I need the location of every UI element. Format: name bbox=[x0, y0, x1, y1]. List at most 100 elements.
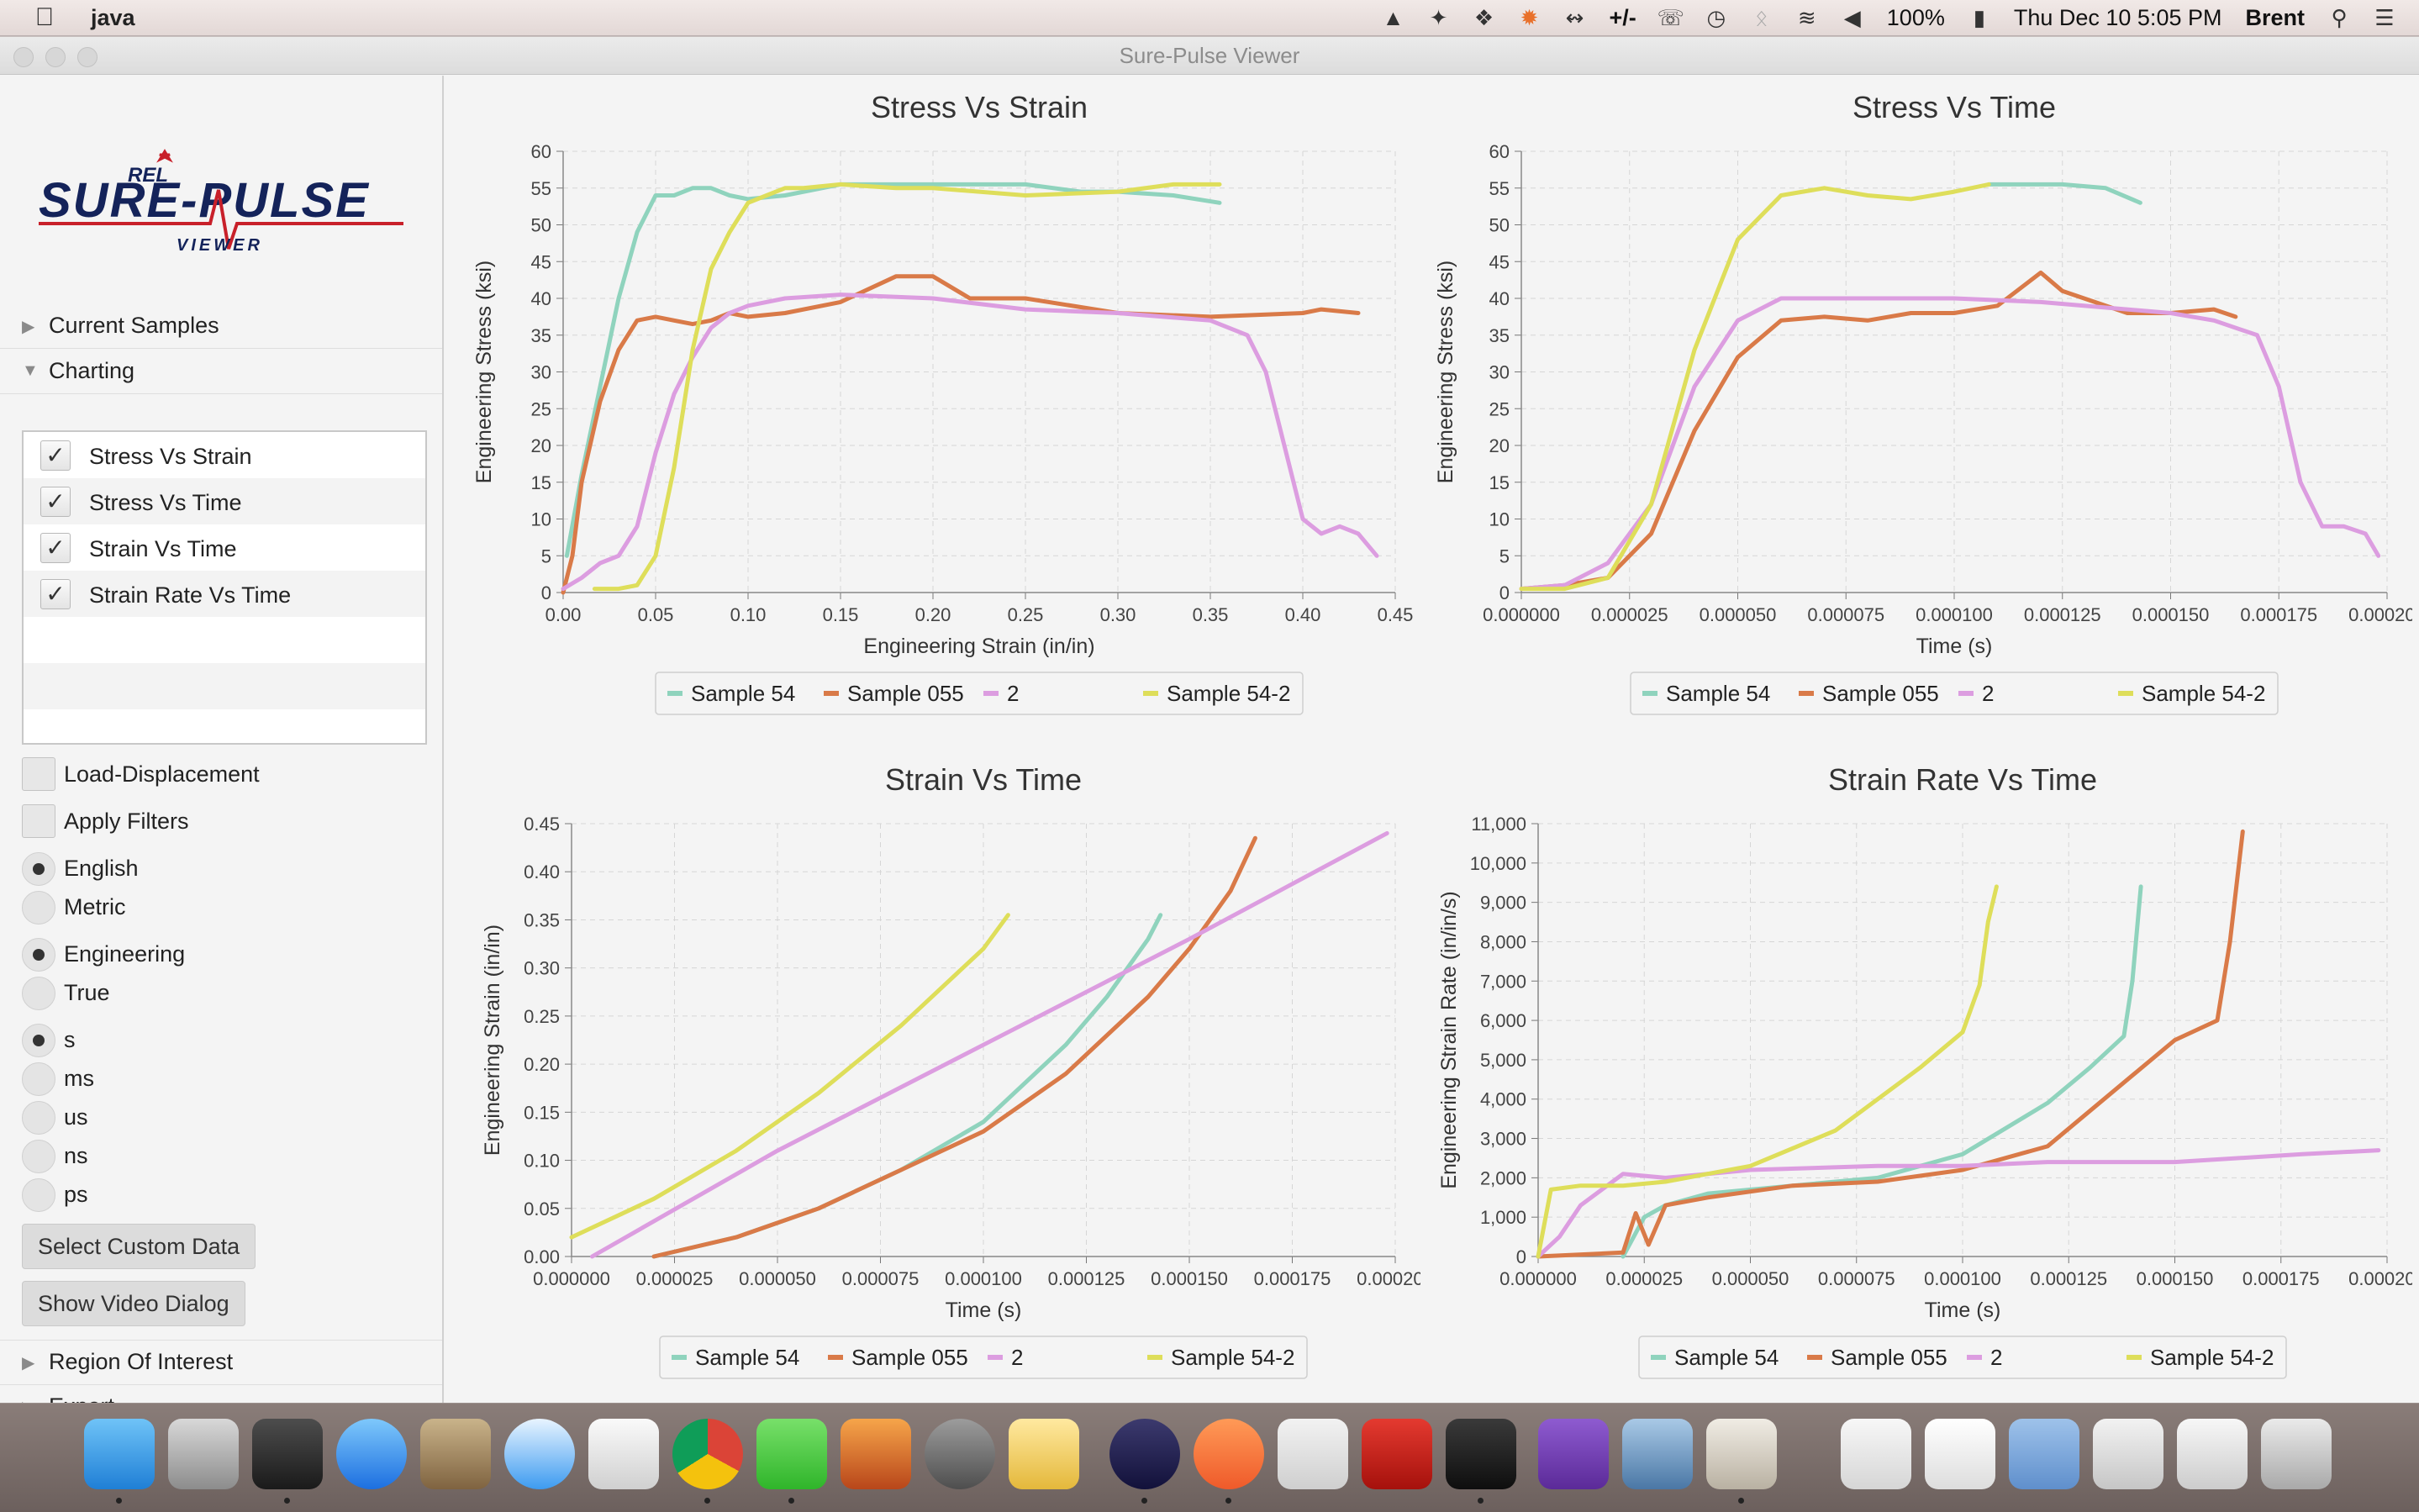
radio-label: us bbox=[64, 1104, 88, 1130]
x-tick-label: 0.45 bbox=[1378, 604, 1414, 625]
paperclip-icon[interactable]: ↭ bbox=[1565, 5, 1584, 30]
eclipse-icon[interactable] bbox=[1109, 1419, 1180, 1489]
select-custom-data-button[interactable]: Select Custom Data bbox=[22, 1224, 256, 1269]
photos-icon[interactable] bbox=[1622, 1419, 1693, 1489]
x-axis-label: Engineering Strain (in/in) bbox=[863, 635, 1094, 658]
radio-unselected[interactable] bbox=[22, 1140, 55, 1173]
y-axis-label: Engineering Stress (ksi) bbox=[1434, 261, 1457, 483]
section-current-samples[interactable]: ▶ Current Samples bbox=[0, 304, 442, 349]
acrobat-icon[interactable] bbox=[1362, 1419, 1432, 1489]
x-tick-label: 0.000075 bbox=[1818, 1268, 1895, 1289]
series-line-sample-54-2 bbox=[592, 182, 1222, 592]
pinwheel-icon[interactable]: ✹ bbox=[1520, 5, 1539, 30]
list-icon[interactable]: ☰ bbox=[2374, 5, 2395, 30]
checkbox-box[interactable] bbox=[22, 757, 55, 791]
chart-item-stress-time[interactable]: ✓ Stress Vs Time bbox=[24, 478, 425, 524]
y-tick-label: 9,000 bbox=[1480, 893, 1526, 914]
window-thumbnail-icon[interactable] bbox=[2093, 1419, 2163, 1489]
document-icon[interactable] bbox=[1841, 1419, 1911, 1489]
empty-row bbox=[24, 663, 425, 709]
wifi-icon[interactable]: ≋ bbox=[1797, 5, 1816, 30]
launchpad-icon[interactable] bbox=[168, 1419, 239, 1489]
checkbox-checked[interactable]: ✓ bbox=[40, 579, 71, 609]
chart-title: Strain Rate Vs Time bbox=[1828, 762, 2097, 797]
radio-label: Metric bbox=[64, 894, 126, 919]
y-tick-label: 50 bbox=[531, 215, 551, 236]
mathematica-icon[interactable] bbox=[841, 1419, 911, 1489]
chart-strainrate-time: Strain Rate Vs Time 0 1,000 2,000 3,000 4,000… bbox=[1429, 740, 2412, 1404]
chart-item-stress-strain[interactable]: ✓ Stress Vs Strain bbox=[24, 432, 425, 478]
y-tick-label: 10,000 bbox=[1470, 853, 1526, 874]
checkbox-checked[interactable]: ✓ bbox=[40, 487, 71, 517]
phone-icon[interactable]: ☏ bbox=[1657, 5, 1685, 30]
legend-label: 2 bbox=[1982, 681, 1994, 706]
folder-icon[interactable] bbox=[1009, 1419, 1079, 1489]
legend-label: 2 bbox=[1011, 1345, 1023, 1370]
search-icon[interactable]: ⚲ bbox=[2331, 5, 2348, 30]
blank-document-icon[interactable] bbox=[1925, 1419, 1995, 1489]
chart-item-strainrate-time[interactable]: ✓ Strain Rate Vs Time bbox=[24, 571, 425, 617]
close-button[interactable] bbox=[13, 47, 34, 67]
volume-icon[interactable]: ◀ bbox=[1843, 5, 1861, 30]
system-preferences-icon[interactable] bbox=[925, 1419, 995, 1489]
radio-unselected[interactable] bbox=[22, 1178, 55, 1212]
radio-selected[interactable] bbox=[22, 938, 55, 972]
visual-studio-icon[interactable] bbox=[1538, 1419, 1609, 1489]
radio-selected[interactable] bbox=[22, 1024, 55, 1057]
finder-icon[interactable] bbox=[84, 1419, 155, 1489]
running-indicator bbox=[1478, 1498, 1484, 1504]
section-region-of-interest[interactable]: ▶ Region Of Interest bbox=[0, 1340, 442, 1385]
java-app-icon[interactable] bbox=[1706, 1419, 1777, 1489]
y-tick-label: 45 bbox=[1489, 251, 1510, 272]
app-menu-name[interactable]: java bbox=[91, 4, 135, 30]
radio-unselected[interactable] bbox=[22, 1101, 55, 1135]
feather-icon[interactable]: ✦ bbox=[1429, 5, 1448, 30]
checkbox-checked[interactable]: ✓ bbox=[40, 440, 71, 471]
downloads-folder-icon[interactable] bbox=[2009, 1419, 2079, 1489]
radio-unselected[interactable] bbox=[22, 977, 55, 1010]
minimize-button[interactable] bbox=[45, 47, 66, 67]
plus-minus-icon[interactable]: +/- bbox=[1609, 4, 1636, 30]
window-thumbnail-icon[interactable] bbox=[2177, 1419, 2248, 1489]
zoom-button[interactable] bbox=[77, 47, 97, 67]
hand-app-icon[interactable] bbox=[1194, 1419, 1264, 1489]
slack-icon[interactable] bbox=[1278, 1419, 1348, 1489]
drive-icon[interactable]: ▲ bbox=[1382, 5, 1404, 30]
checkbox-checked[interactable]: ✓ bbox=[40, 533, 71, 563]
y-tick-label: 11,000 bbox=[1471, 814, 1526, 835]
preview-icon[interactable] bbox=[420, 1419, 491, 1489]
checkbox-box[interactable] bbox=[22, 804, 55, 838]
safari-icon[interactable] bbox=[504, 1419, 575, 1489]
x-tick-label: 0.000100 bbox=[1924, 1268, 2001, 1289]
app-store-icon[interactable] bbox=[336, 1419, 407, 1489]
bluetooth-icon[interactable]: ᛟ bbox=[1754, 5, 1768, 30]
running-indicator bbox=[704, 1498, 710, 1504]
facetime-icon[interactable] bbox=[756, 1419, 827, 1489]
time-machine-icon[interactable]: ◷ bbox=[1706, 5, 1726, 30]
series-line-sample-54 bbox=[1986, 182, 2142, 205]
apple-icon[interactable]:  bbox=[32, 3, 57, 32]
battery-icon[interactable]: ▮ bbox=[1973, 5, 1985, 30]
y-tick-label: 0 bbox=[541, 582, 551, 603]
chrome-icon[interactable] bbox=[672, 1419, 743, 1489]
terminal-icon[interactable] bbox=[1446, 1419, 1516, 1489]
x-tick-label: 0.15 bbox=[823, 604, 859, 625]
show-video-dialog-button[interactable]: Show Video Dialog bbox=[22, 1281, 245, 1326]
section-charting[interactable]: ▼ Charting bbox=[0, 350, 442, 394]
x-tick-label: 0.000200 bbox=[1357, 1268, 1420, 1289]
radio-selected[interactable] bbox=[22, 852, 55, 886]
mission-control-icon[interactable] bbox=[252, 1419, 323, 1489]
radio-unselected[interactable] bbox=[22, 1062, 55, 1096]
clock[interactable]: Thu Dec 10 5:05 PM bbox=[2013, 4, 2222, 30]
chart-item-strain-time[interactable]: ✓ Strain Vs Time bbox=[24, 524, 425, 571]
radio-unselected[interactable] bbox=[22, 891, 55, 925]
grid-app-icon[interactable] bbox=[588, 1419, 659, 1489]
x-tick-label: 0.000025 bbox=[1591, 604, 1668, 625]
running-indicator bbox=[1225, 1498, 1231, 1504]
chart-svg: Stress Vs Time 0 5 10 15 20 25 30 35 40 45 50 55 60 0.… bbox=[1434, 90, 2412, 715]
series-line-sample-055 bbox=[1519, 270, 2238, 592]
user-name[interactable]: Brent bbox=[2245, 4, 2305, 30]
trash-icon[interactable] bbox=[2261, 1419, 2332, 1489]
dropbox-icon[interactable]: ❖ bbox=[1473, 5, 1494, 30]
series-line-sample-54-2 bbox=[1519, 182, 1991, 592]
